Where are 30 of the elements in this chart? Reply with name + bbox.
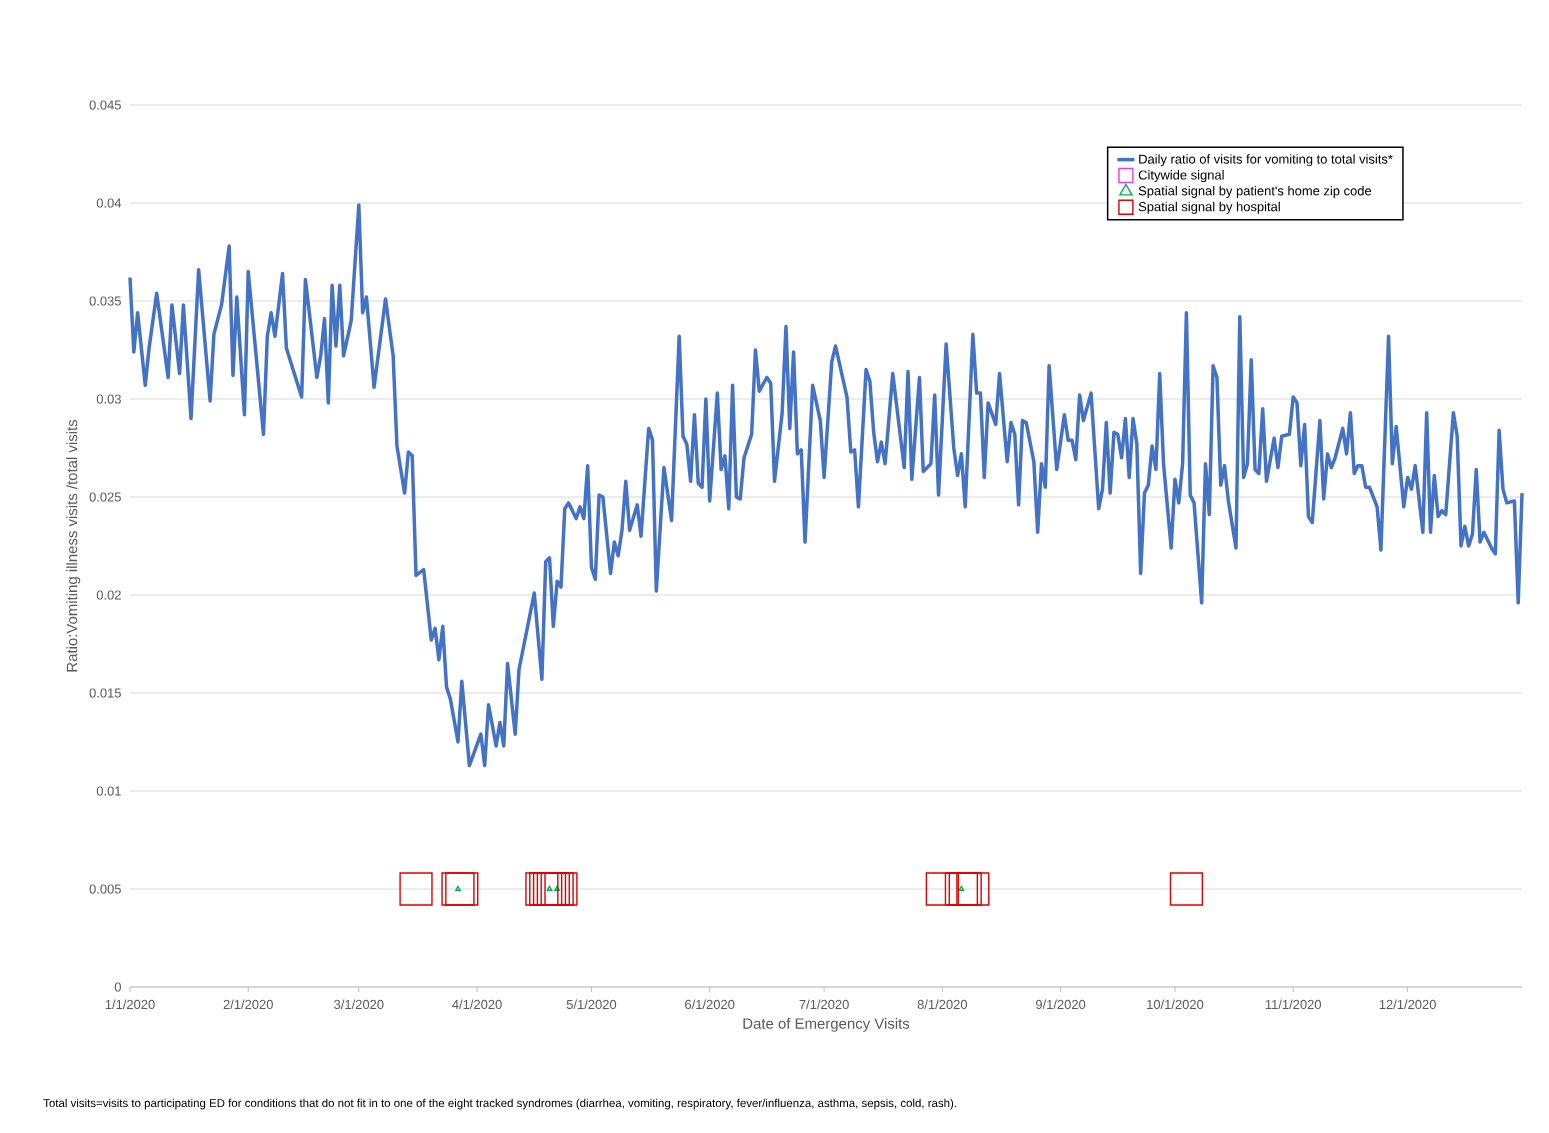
x-tick-label: 9/1/2020 [1035,999,1086,1010]
legend-label: Spatial signal by patient's home zip code [1138,185,1372,198]
x-tick-label: 12/1/2020 [1379,999,1436,1010]
line-series [128,203,1524,768]
x-tick-label: 4/1/2020 [452,999,502,1010]
y-tick-label: 0.045 [89,100,121,110]
x-tick-label: 10/1/2020 [1147,999,1204,1010]
legend-label: Citywide signal [1138,170,1224,183]
y-tick-label: 0.04 [96,198,122,208]
x-tick-label: 1/1/2020 [105,999,155,1010]
y-tick-label: 0.005 [89,884,121,894]
x-tick-label: 11/1/2020 [1265,999,1322,1010]
y-tick-label: 0 [114,982,121,992]
x-tick-label: 3/1/2020 [334,999,384,1010]
y-axis-title: Ratio:Vomiting illness visits /total visits [66,419,81,672]
x-tick-label: 2/1/2020 [223,999,273,1010]
y-tick-label: 0.02 [96,590,121,600]
y-tick-label: 0.03 [96,394,121,404]
x-tick-label: 5/1/2020 [566,999,617,1010]
x-axis-title: Date of Emergency Visits [743,1017,910,1032]
y-tick-label: 0.01 [96,786,121,796]
text: Total visits=visits to participating ED for conditions that do not fit in to one of the eight tracked syndromes (diarrhea, vomiting, respiratory, fever/influenza, asthma, sepsis, cold, rash). [43,1098,956,1110]
legend-label: Spatial signal by hospital [1138,201,1280,214]
x-tick-label: 7/1/2020 [799,999,849,1010]
y-tick-label: 0.015 [89,688,121,698]
legend-label: Daily ratio of visits for vomiting to total visits* [1139,154,1393,167]
y-tick-label: 0.035 [89,296,121,306]
x-tick-label: 8/1/2020 [917,999,968,1010]
x-tick-label: 6/1/2020 [685,999,735,1010]
y-tick-label: 0.025 [89,492,121,502]
